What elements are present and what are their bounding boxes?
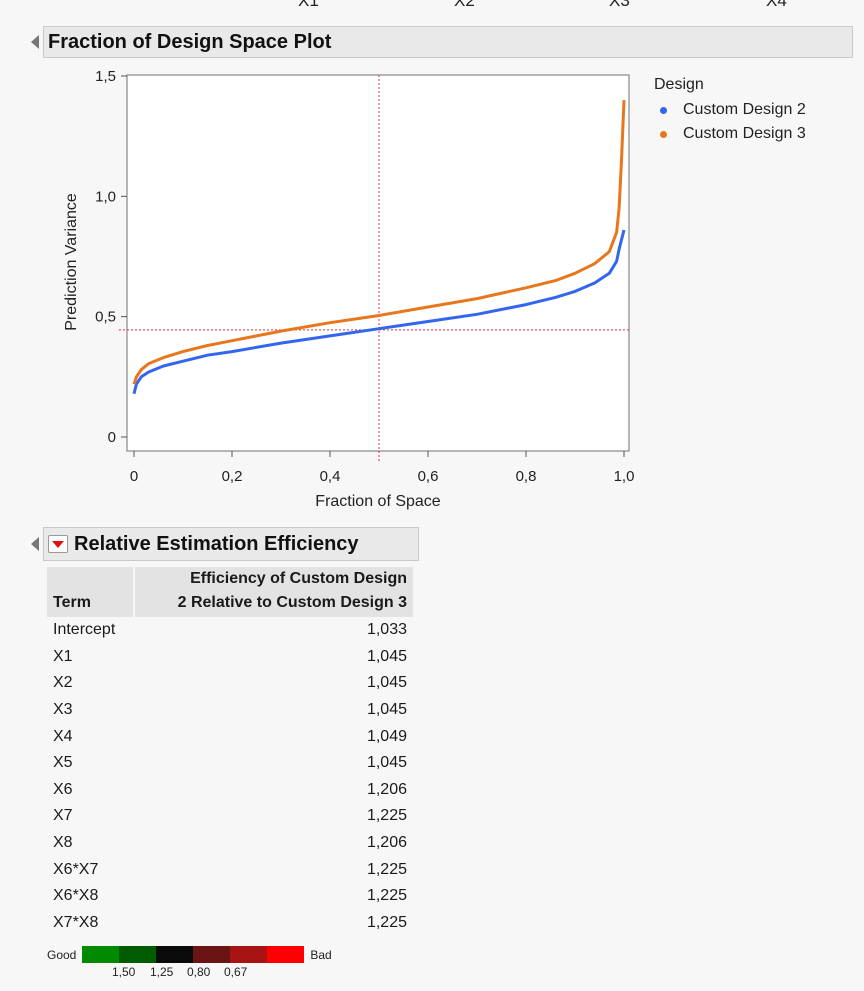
column-header-line2: 2 Relative to Custom Design 3 (177, 594, 407, 611)
efficiency-table: Term Efficiency of Custom Design 2 Relat… (47, 567, 413, 936)
efficiency-value-cell: 1,045 (366, 754, 407, 772)
fds-chart: 0 0,2 0,4 0,6 0,8 1,0 0 0,5 1,0 1,5 Fraction of S… (63, 68, 635, 510)
y-axis-label: Prediction Variance (63, 193, 80, 331)
legend-dot-icon (660, 106, 667, 114)
legend-label: Custom Design 2 (683, 101, 806, 118)
color-scale-tick: 1,50 (112, 965, 136, 979)
disclosure-triangle-icon[interactable] (31, 35, 39, 49)
efficiency-value-cell: 1,225 (366, 807, 407, 825)
color-scale-ticks: 1,50 1,25 0,80 0,67 (47, 965, 332, 981)
fds-title-bar: Fraction of Design Space Plot (43, 26, 853, 58)
term-cell: X7*X8 (53, 913, 99, 931)
x-tick-label: 1,0 (614, 468, 635, 485)
term-cell: X5 (53, 754, 73, 772)
red-triangle-menu-icon[interactable] (48, 535, 68, 553)
table-row[interactable]: X4 1,049 (47, 723, 413, 750)
table-row[interactable]: X8 1,206 (47, 830, 413, 857)
term-cell: X8 (53, 834, 73, 852)
color-scale-tick: 0,67 (224, 965, 248, 979)
table-row[interactable]: X2 1,045 (47, 670, 413, 697)
efficiency-value-cell: 1,049 (366, 727, 407, 745)
term-cell: X1 (53, 647, 73, 665)
efficiency-value-cell: 1,045 (366, 674, 407, 692)
efficiency-value-cell: 1,033 (366, 621, 407, 639)
color-scale-tick: 1,25 (150, 965, 174, 979)
efficiency-value-cell: 1,045 (366, 701, 407, 719)
y-tick-label: 1,5 (95, 68, 116, 85)
table-row[interactable]: X7*X8 1,225 (47, 910, 413, 937)
table-row[interactable]: X1 1,045 (47, 644, 413, 671)
x-tick-label: 0 (130, 468, 138, 485)
efficiency-value-cell: 1,225 (366, 913, 407, 931)
color-scale-tick: 0,80 (187, 965, 211, 979)
color-segment (193, 946, 231, 963)
y-tick-label: 0,5 (95, 309, 116, 326)
color-segment (119, 946, 157, 963)
legend-item-custom-design-3[interactable]: Custom Design 3 (654, 122, 806, 146)
table-row[interactable]: X5 1,045 (47, 750, 413, 777)
fds-outline-header[interactable]: Fraction of Design Space Plot (27, 26, 853, 58)
x-tick-label: 0,2 (222, 468, 243, 485)
efficiency-value-cell: 1,206 (366, 780, 407, 798)
legend-label: Custom Design 3 (683, 125, 806, 142)
table-row[interactable]: X6 1,206 (47, 777, 413, 804)
legend-dot-icon (660, 130, 667, 138)
column-header-term[interactable]: Term (47, 567, 134, 617)
efficiency-title-bar: Relative Estimation Efficiency (43, 527, 419, 561)
y-tick-label: 0 (108, 429, 116, 446)
x-tick-label: 0,4 (320, 468, 341, 485)
factor-label-x4: X4 (766, 0, 787, 10)
disclosure-triangle-icon[interactable] (31, 537, 39, 551)
table-row[interactable]: X7 1,225 (47, 803, 413, 830)
color-segment (230, 946, 268, 963)
column-header-efficiency[interactable]: Efficiency of Custom Design 2 Relative t… (133, 567, 413, 617)
color-segment (267, 946, 305, 963)
color-segment (156, 946, 194, 963)
factor-label-x1: X1 (298, 0, 319, 10)
good-label: Good (47, 947, 77, 962)
efficiency-value-cell: 1,225 (366, 887, 407, 905)
color-scale-legend: Good Bad 1,50 1,25 0,80 0,67 (47, 946, 332, 981)
term-cell: Intercept (53, 621, 116, 639)
efficiency-value-cell: 1,206 (366, 834, 407, 852)
efficiency-value-cell: 1,225 (366, 860, 407, 878)
efficiency-outline-header[interactable]: Relative Estimation Efficiency (27, 527, 419, 561)
y-tick-label: 1,0 (95, 188, 116, 205)
term-cell: X6*X7 (53, 860, 99, 878)
x-axis-label: Fraction of Space (315, 493, 441, 510)
factor-label-x2: X2 (454, 0, 475, 10)
color-segment (82, 946, 120, 963)
term-cell: X3 (53, 701, 73, 719)
plot-frame (126, 74, 630, 452)
table-row[interactable]: Intercept 1,033 (47, 617, 413, 644)
legend-item-custom-design-2[interactable]: Custom Design 2 (654, 98, 806, 122)
x-tick-label: 0,8 (516, 468, 537, 485)
color-scale-bar (82, 946, 305, 963)
factor-label-x3: X3 (609, 0, 630, 10)
x-tick-label: 0,6 (418, 468, 439, 485)
term-cell: X4 (53, 727, 73, 745)
fds-plot-title: Fraction of Design Space Plot (48, 30, 332, 53)
series-line-1 (132, 229, 626, 395)
table-row[interactable]: X3 1,045 (47, 697, 413, 724)
table-row[interactable]: X6*X8 1,225 (47, 883, 413, 910)
term-cell: X2 (53, 674, 73, 692)
efficiency-title: Relative Estimation Efficiency (74, 532, 359, 555)
legend-title: Design (654, 76, 704, 93)
term-cell: X6*X8 (53, 887, 99, 905)
bad-label: Bad (310, 947, 332, 962)
table-row[interactable]: X6*X7 1,225 (47, 856, 413, 883)
efficiency-value-cell: 1,045 (366, 647, 407, 665)
term-cell: X7 (53, 807, 73, 825)
column-header-line1: Efficiency of Custom Design (190, 570, 407, 587)
top-factor-labels: X1 X2 X3 X4 (0, 0, 864, 11)
series-line-2 (132, 100, 626, 385)
chart-legend: Design Custom Design 2 Custom Design 3 (654, 76, 806, 146)
term-cell: X6 (53, 780, 73, 798)
